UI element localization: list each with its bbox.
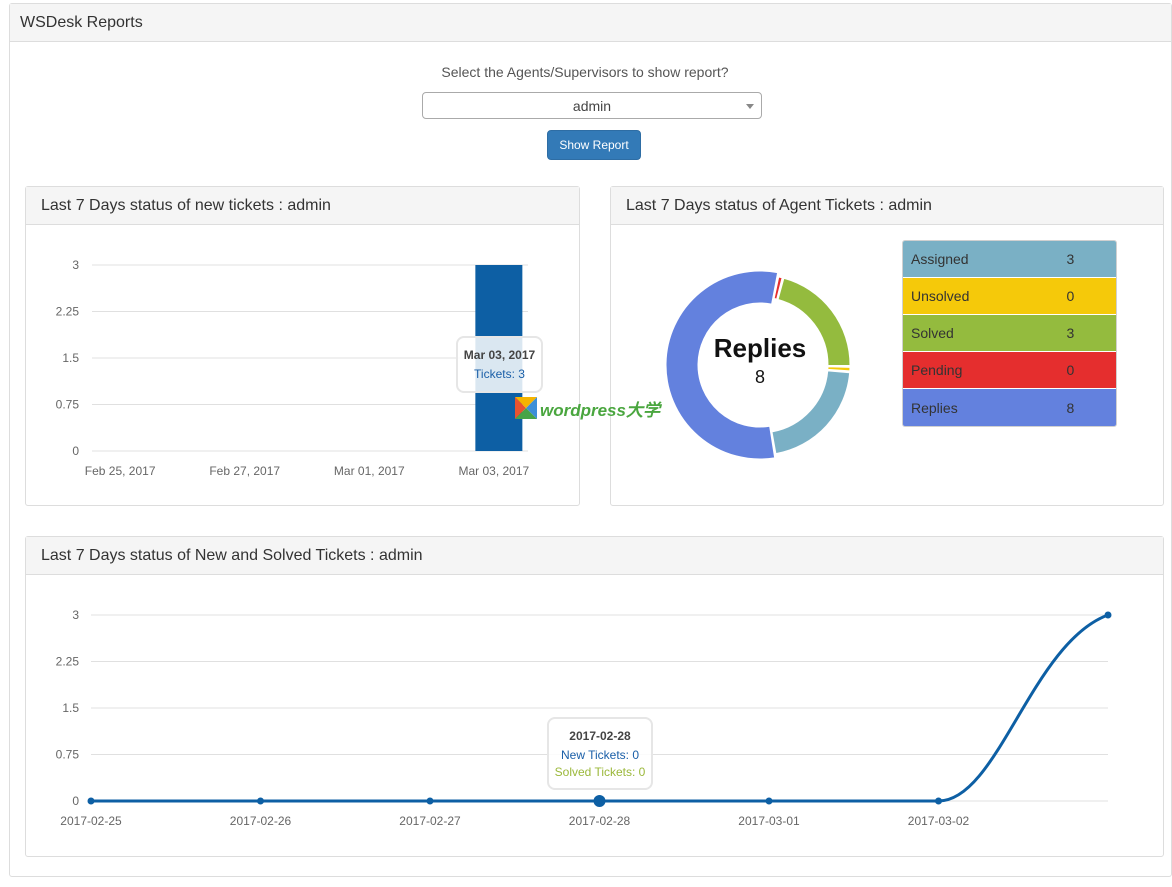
data-point: [87, 797, 95, 805]
donut-center-value: 8: [755, 367, 765, 387]
new-solved-line-chart: 3 2.25 1.5 0.75 0 2017-02-25 2017-02-26 2017-02…: [56, 608, 1112, 828]
donut-center-label: Replies: [714, 333, 807, 363]
legend-label: Solved: [911, 325, 954, 341]
donut-slice-pending: [773, 276, 783, 300]
legend-row-unsolved: Unsolved 0: [903, 278, 1116, 315]
x-tick-label: 2017-03-01: [738, 814, 800, 828]
y-tick-label: 1.5: [62, 701, 79, 715]
legend-value: 3: [1066, 325, 1075, 341]
y-tick-label: 2.25: [56, 655, 80, 669]
agent-tickets-panel-title: Last 7 Days status of Agent Tickets : ad…: [611, 187, 1163, 225]
x-tick-label: 2017-02-28: [569, 814, 631, 828]
x-tick-label: Feb 27, 2017: [209, 464, 280, 478]
agent-tickets-panel: Last 7 Days status of Agent Tickets : ad…: [610, 186, 1164, 506]
data-point: [257, 797, 264, 805]
x-tick-label: 2017-03-02: [908, 814, 970, 828]
legend-value: 0: [1066, 362, 1075, 378]
data-point: [935, 797, 942, 805]
data-point: [765, 797, 773, 805]
y-tick-label: 3: [72, 608, 79, 622]
y-tick-label: 3: [72, 258, 79, 272]
donut-slice-replies: [665, 270, 779, 460]
line-tooltip-solved: Solved Tickets: 0: [554, 765, 646, 779]
chevron-down-icon: [746, 104, 754, 109]
line-tooltip-new: New Tickets: 0: [560, 748, 640, 762]
y-tick-label: 0: [72, 444, 79, 458]
data-point: [1104, 611, 1112, 619]
bar-tooltip-date: Mar 03, 2017: [463, 348, 536, 362]
agent-select[interactable]: admin: [422, 92, 762, 119]
y-tick-label: 0: [72, 794, 79, 808]
legend-row-solved: Solved 3: [903, 315, 1116, 352]
donut-slice-assigned: [771, 370, 851, 455]
x-tick-label: Mar 03, 2017: [458, 464, 529, 478]
x-tick-label: 2017-02-27: [399, 814, 461, 828]
y-tick-label: 2.25: [56, 305, 80, 319]
new-tickets-bar-chart: 3 2.25 1.5 0.75 0 Feb 25, 2017 Feb 27, 2017 Mar…: [56, 258, 530, 478]
donut-slice-solved: [777, 277, 851, 366]
agent-tickets-donut-chart: Replies 8: [665, 270, 851, 460]
line-tooltip-date: 2017-02-28: [569, 729, 631, 743]
legend-label: Replies: [911, 399, 958, 416]
x-tick-label: 2017-02-25: [60, 814, 122, 828]
donut-slice-unsolved: [827, 366, 851, 372]
line-tooltip: 2017-02-28 New Tickets: 0 Solved Tickets…: [547, 717, 653, 790]
show-report-button[interactable]: Show Report: [547, 130, 641, 160]
legend-row-replies: Replies 8: [903, 389, 1116, 426]
data-point: [426, 797, 434, 805]
new-tickets-panel-title: Last 7 Days status of new tickets : admi…: [26, 187, 579, 225]
series-line-new-tickets: [91, 613, 1109, 803]
agent-select-label: Select the Agents/Supervisors to show re…: [441, 64, 729, 80]
y-tick-label: 1.5: [62, 351, 79, 365]
wordpress-watermark: wordpress大学: [515, 397, 660, 420]
page-title: WSDesk Reports: [10, 4, 1171, 42]
legend-label: Pending: [911, 362, 963, 378]
new-solved-panel-title: Last 7 Days status of New and Solved Tic…: [26, 537, 1163, 575]
x-tick-label: Feb 25, 2017: [85, 464, 156, 478]
bar-tooltip-value: Tickets: 3: [474, 367, 525, 381]
legend-label: Unsolved: [911, 288, 970, 304]
legend-label: Assigned: [911, 251, 969, 267]
legend-value: 3: [1066, 251, 1075, 267]
y-tick-label: 0.75: [56, 748, 80, 762]
y-tick-label: 0.75: [56, 398, 80, 412]
bar-tooltip: Mar 03, 2017 Tickets: 3: [456, 336, 543, 393]
watermark-text: wordpress大学: [540, 400, 660, 420]
legend-value: 8: [1066, 399, 1075, 416]
x-tick-label: 2017-02-26: [230, 814, 292, 828]
agent-tickets-legend: Assigned 3 Unsolved 0 Solved 3 Pending 0 Replies…: [902, 240, 1117, 427]
x-tick-label: Mar 01, 2017: [334, 464, 405, 478]
data-point: [593, 795, 606, 807]
legend-row-assigned: Assigned 3: [903, 241, 1116, 278]
legend-row-pending: Pending 0: [903, 352, 1116, 389]
agent-select-value: admin: [572, 98, 612, 114]
watermark-logo-icon: [515, 397, 537, 419]
legend-value: 0: [1066, 288, 1075, 304]
